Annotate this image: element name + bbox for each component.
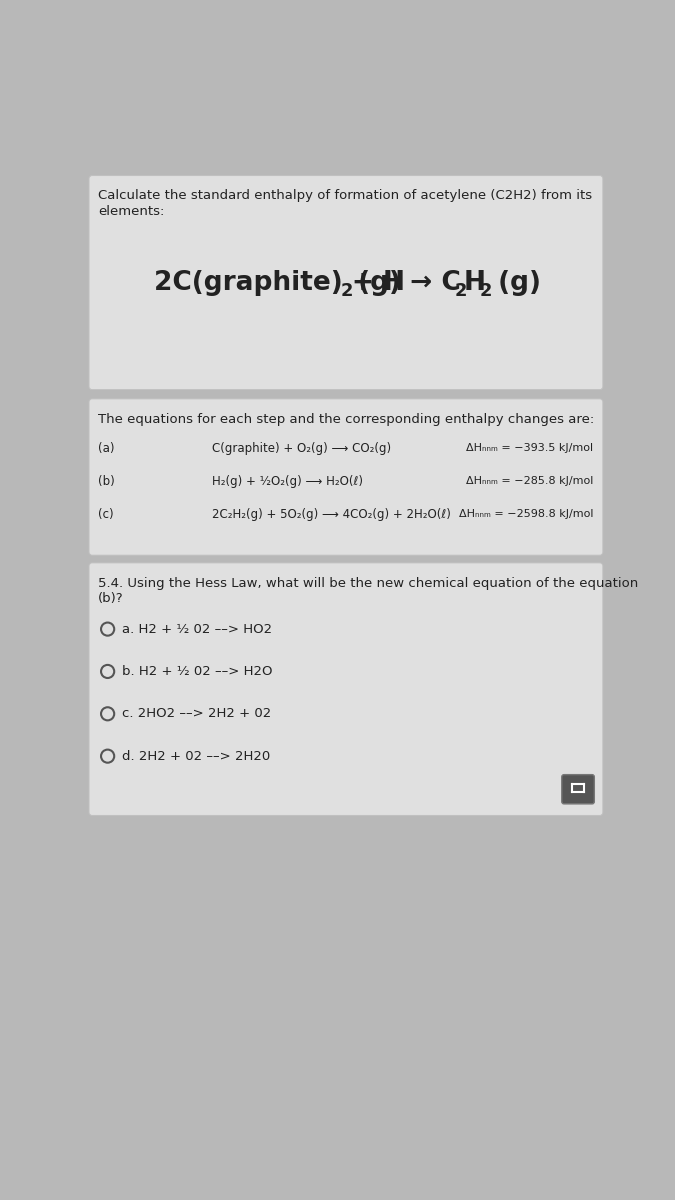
Text: 2: 2 [455,282,467,300]
Text: The equations for each step and the corresponding enthalpy changes are:: The equations for each step and the corr… [99,413,595,426]
Text: (a): (a) [99,442,115,455]
Text: elements:: elements: [99,205,165,218]
Text: 2: 2 [480,282,492,300]
FancyBboxPatch shape [89,175,603,390]
Text: a. H2 + ½ 02 ––> HO2: a. H2 + ½ 02 ––> HO2 [122,623,272,636]
Text: (b)?: (b)? [99,592,124,605]
Text: (g): (g) [489,270,541,296]
Text: 2C(graphite) + H: 2C(graphite) + H [154,270,405,296]
Text: (c): (c) [99,508,114,521]
FancyBboxPatch shape [89,398,603,556]
Text: ΔHₙₙₘ = −285.8 kJ/mol: ΔHₙₙₘ = −285.8 kJ/mol [466,476,593,486]
Text: (g) → C: (g) → C [350,270,461,296]
FancyBboxPatch shape [89,563,603,816]
Text: 5.4. Using the Hess Law, what will be the new chemical equation of the equation: 5.4. Using the Hess Law, what will be th… [99,577,639,589]
Text: H₂(g) + ½O₂(g) ⟶ H₂O(ℓ): H₂(g) + ½O₂(g) ⟶ H₂O(ℓ) [212,475,363,487]
Text: c. 2HO2 ––> 2H2 + 02: c. 2HO2 ––> 2H2 + 02 [122,707,271,720]
Text: 2: 2 [340,282,352,300]
Text: b. H2 + ½ 02 ––> H2O: b. H2 + ½ 02 ––> H2O [122,665,272,678]
Text: d. 2H2 + 02 ––> 2H20: d. 2H2 + 02 ––> 2H20 [122,750,270,763]
Text: 2C₂H₂(g) + 5O₂(g) ⟶ 4CO₂(g) + 2H₂O(ℓ): 2C₂H₂(g) + 5O₂(g) ⟶ 4CO₂(g) + 2H₂O(ℓ) [212,508,451,521]
Text: ΔHₙₙₘ = −2598.8 kJ/mol: ΔHₙₙₘ = −2598.8 kJ/mol [459,509,593,520]
Text: H: H [464,270,486,296]
Text: (b): (b) [99,475,115,487]
FancyBboxPatch shape [562,775,594,804]
Text: C(graphite) + O₂(g) ⟶ CO₂(g): C(graphite) + O₂(g) ⟶ CO₂(g) [212,442,392,455]
Text: Calculate the standard enthalpy of formation of acetylene (C2H2) from its: Calculate the standard enthalpy of forma… [99,190,593,203]
Text: ΔHₙₙₘ = −393.5 kJ/mol: ΔHₙₙₘ = −393.5 kJ/mol [466,443,593,454]
